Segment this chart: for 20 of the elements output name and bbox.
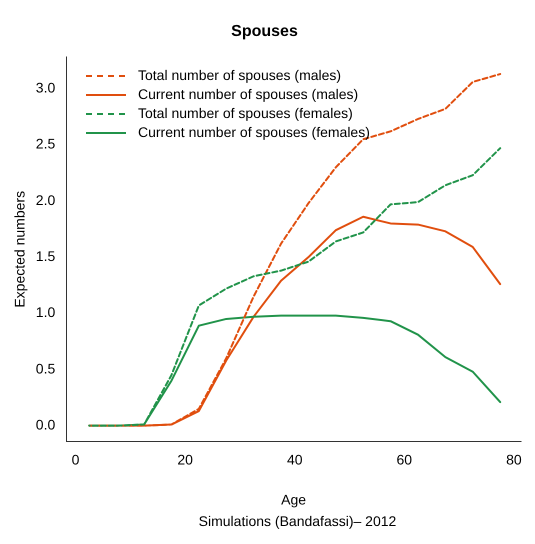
chart-title: Spouses [231,23,298,40]
x-tick-label: 0 [72,452,80,468]
x-tick-label: 60 [396,452,412,468]
x-tick-label: 40 [286,452,303,468]
y-axis-title: Expected numbers [11,190,28,308]
x-tick-label: 80 [506,452,522,468]
x-tick-label: 20 [177,452,194,468]
y-tick-label: 0.0 [36,416,56,433]
text: Simulations (Bandafassi)– 2012 [198,513,398,529]
legend-label: Current number of spouses (females) [138,123,370,142]
legend-label: Current number of spouses (males) [138,85,358,104]
y-tick-label: 2.5 [36,136,56,152]
legend-label: Total number of spouses (males) [138,66,342,85]
y-tick-label: 1.0 [36,304,56,320]
x-axis-title: Age [281,491,306,508]
y-tick-label: 1.5 [36,248,56,264]
y-tick-label: 0.5 [36,360,56,376]
y-tick-label: 3.0 [36,80,56,96]
y-tick-label: 2.0 [36,192,56,208]
legend-label: Total number of spouses (females) [138,104,353,123]
